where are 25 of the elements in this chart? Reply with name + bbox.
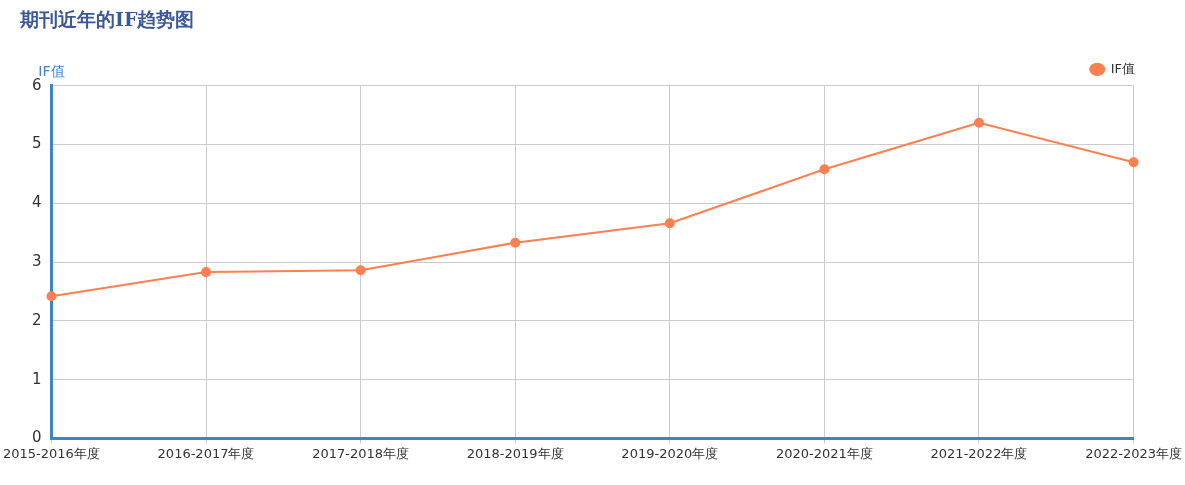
x-tick-label: 2022-2023年度 bbox=[1085, 445, 1182, 461]
point bbox=[973, 117, 984, 128]
point bbox=[819, 164, 830, 175]
x-tick-label: 2015-2016年度 bbox=[3, 445, 100, 461]
x-tick-label: 2020-2021年度 bbox=[775, 445, 873, 461]
y-tick-label: 6 bbox=[31, 75, 42, 94]
x-tick-label: 2021-2022年度 bbox=[930, 445, 1028, 461]
point bbox=[46, 291, 57, 302]
y-tick-label: 0 bbox=[31, 428, 42, 447]
point bbox=[510, 237, 521, 248]
point bbox=[664, 218, 675, 229]
point bbox=[1128, 157, 1139, 168]
y-tick-label: 5 bbox=[31, 134, 42, 153]
x-tick-label: 2017-2018年度 bbox=[312, 445, 410, 461]
x-tick-label: 2019-2020年度 bbox=[621, 445, 719, 461]
y-tick-label: 3 bbox=[31, 251, 42, 270]
point bbox=[355, 265, 366, 276]
legend-label: IF值 bbox=[1110, 60, 1135, 76]
x-tick-label: 2016-2017年度 bbox=[157, 445, 255, 461]
y-tick-label: 1 bbox=[31, 369, 42, 388]
y-tick-label: 4 bbox=[31, 193, 42, 212]
point bbox=[201, 267, 212, 278]
y-tick-label: 2 bbox=[31, 310, 42, 329]
chart-title: 期刊近年的IF趋势图 bbox=[19, 8, 195, 31]
x-tick-label: 2018-2019年度 bbox=[466, 445, 564, 461]
